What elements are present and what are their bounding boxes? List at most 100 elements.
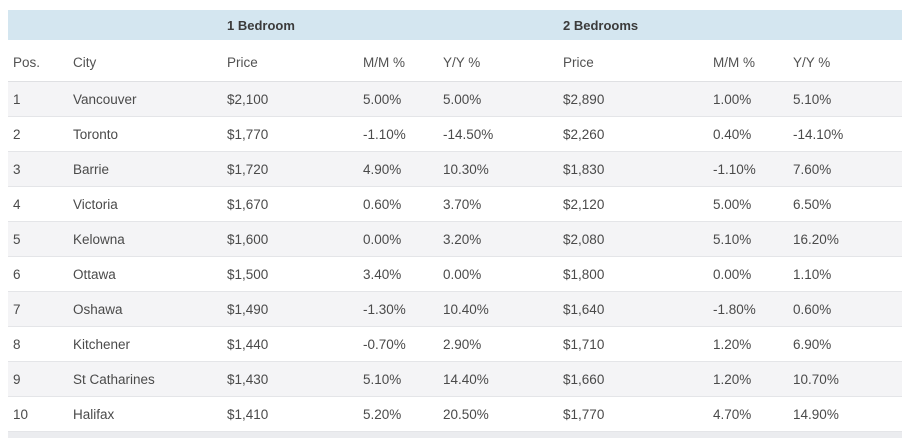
column-header-row: Pos. City Price M/M % Y/Y % Price M/M % …	[8, 41, 902, 82]
cell-pos: 6	[8, 256, 68, 292]
cell-price-2br: $1,800	[558, 256, 709, 292]
table-row: 2 Toronto $1,770 -1.10% -14.50% $2,260 0.40% -1…	[8, 116, 902, 152]
cell-price-1br: $1,600	[222, 221, 358, 257]
cell-pos: 4	[8, 186, 68, 222]
cell-mm-1br: 5.10%	[358, 361, 438, 397]
cell-price-1br: $1,440	[222, 326, 358, 362]
cell-yy-1br: 3.70%	[438, 186, 559, 222]
cell-mm-1br: 4.90%	[358, 151, 438, 187]
cell-mm-1br: 5.00%	[358, 81, 438, 117]
next-row-partial	[8, 432, 902, 438]
cell-price-2br: $2,080	[558, 221, 709, 257]
column-header-yy-1br: Y/Y %	[438, 41, 559, 82]
cell-price-2br: $1,660	[558, 361, 709, 397]
cell-mm-2br: 5.10%	[708, 221, 789, 257]
cell-mm-2br: 5.00%	[708, 186, 789, 222]
column-header-yy-2br: Y/Y %	[788, 41, 902, 82]
table-row: 4 Victoria $1,670 0.60% 3.70% $2,120 5.00% 6.50…	[8, 186, 902, 222]
cell-price-2br: $2,120	[558, 186, 709, 222]
cell-city: Oshawa	[68, 291, 222, 327]
cell-pos: 3	[8, 151, 68, 187]
table-body: 1 Vancouver $2,100 5.00% 5.00% $2,890 1.00% 5.1…	[8, 81, 902, 432]
cell-mm-1br: -1.30%	[358, 291, 438, 327]
cell-price-2br: $1,710	[558, 326, 709, 362]
cell-price-2br: $2,260	[558, 116, 709, 152]
table-row: 10 Halifax $1,410 5.20% 20.50% $1,770 4.70% 14.…	[8, 396, 902, 432]
column-header-pos: Pos.	[8, 41, 68, 82]
cell-yy-2br: 6.50%	[788, 186, 902, 222]
cell-city: St Catharines	[68, 361, 222, 397]
cell-pos: 10	[8, 396, 68, 432]
cell-mm-2br: 1.20%	[708, 361, 789, 397]
cell-city: Vancouver	[68, 81, 222, 117]
column-header-mm-1br: M/M %	[358, 41, 438, 82]
cell-yy-2br: 5.10%	[788, 81, 902, 117]
table-row: 8 Kitchener $1,440 -0.70% 2.90% $1,710 1.20% 6.…	[8, 326, 902, 362]
cell-yy-1br: 10.30%	[438, 151, 559, 187]
cell-yy-2br: 16.20%	[788, 221, 902, 257]
cell-city: Halifax	[68, 396, 222, 432]
cell-yy-2br: 6.90%	[788, 326, 902, 362]
cell-yy-2br: -14.10%	[788, 116, 902, 152]
cell-pos: 9	[8, 361, 68, 397]
cell-pos: 2	[8, 116, 68, 152]
cell-city: Ottawa	[68, 256, 222, 292]
cell-mm-2br: -1.80%	[708, 291, 789, 327]
cell-yy-1br: -14.50%	[438, 116, 559, 152]
cell-price-1br: $1,770	[222, 116, 358, 152]
cell-pos: 7	[8, 291, 68, 327]
cell-mm-1br: 5.20%	[358, 396, 438, 432]
cell-city: Toronto	[68, 116, 222, 152]
cell-yy-1br: 20.50%	[438, 396, 559, 432]
group-header-2-bedrooms: 2 Bedrooms	[558, 10, 902, 43]
group-header-empty	[8, 10, 222, 43]
cell-price-1br: $1,490	[222, 291, 358, 327]
cell-yy-1br: 3.20%	[438, 221, 559, 257]
cell-yy-1br: 10.40%	[438, 291, 559, 327]
cell-yy-2br: 0.60%	[788, 291, 902, 327]
cell-yy-2br: 7.60%	[788, 151, 902, 187]
table-row: 5 Kelowna $1,600 0.00% 3.20% $2,080 5.10% 16.20…	[8, 221, 902, 257]
cell-mm-1br: -0.70%	[358, 326, 438, 362]
cell-yy-2br: 1.10%	[788, 256, 902, 292]
cell-price-1br: $1,430	[222, 361, 358, 397]
cell-price-2br: $1,640	[558, 291, 709, 327]
cell-mm-2br: 0.40%	[708, 116, 789, 152]
column-header-city: City	[68, 41, 222, 82]
cell-yy-1br: 2.90%	[438, 326, 559, 362]
cell-price-2br: $1,830	[558, 151, 709, 187]
column-header-mm-2br: M/M %	[708, 41, 789, 82]
cell-yy-2br: 14.90%	[788, 396, 902, 432]
cell-mm-2br: 1.00%	[708, 81, 789, 117]
cell-price-2br: $2,890	[558, 81, 709, 117]
table-row: 3 Barrie $1,720 4.90% 10.30% $1,830 -1.10% 7.60…	[8, 151, 902, 187]
cell-mm-1br: 3.40%	[358, 256, 438, 292]
cell-pos: 5	[8, 221, 68, 257]
cell-yy-1br: 0.00%	[438, 256, 559, 292]
cell-price-1br: $1,500	[222, 256, 358, 292]
cell-price-2br: $1,770	[558, 396, 709, 432]
group-header-1-bedroom: 1 Bedroom	[222, 10, 559, 43]
cell-mm-1br: 0.00%	[358, 221, 438, 257]
cell-city: Kitchener	[68, 326, 222, 362]
cell-city: Kelowna	[68, 221, 222, 257]
cell-price-1br: $2,100	[222, 81, 358, 117]
cell-city: Victoria	[68, 186, 222, 222]
table-row: 1 Vancouver $2,100 5.00% 5.00% $2,890 1.00% 5.1…	[8, 81, 902, 117]
cell-mm-2br: 1.20%	[708, 326, 789, 362]
cell-mm-1br: -1.10%	[358, 116, 438, 152]
group-header-row: 1 Bedroom 2 Bedrooms	[8, 10, 902, 43]
cell-pos: 1	[8, 81, 68, 117]
cell-mm-2br: -1.10%	[708, 151, 789, 187]
table-row: 9 St Catharines $1,430 5.10% 14.40% $1,660 1.2…	[8, 361, 902, 397]
cell-price-1br: $1,720	[222, 151, 358, 187]
cell-city: Barrie	[68, 151, 222, 187]
rent-price-table: 1 Bedroom 2 Bedrooms Pos. City Price M/M…	[8, 10, 902, 432]
table-row: 7 Oshawa $1,490 -1.30% 10.40% $1,640 -1.80% 0.6…	[8, 291, 902, 327]
cell-mm-2br: 4.70%	[708, 396, 789, 432]
column-header-price-1br: Price	[222, 41, 358, 82]
cell-yy-2br: 10.70%	[788, 361, 902, 397]
cell-price-1br: $1,670	[222, 186, 358, 222]
